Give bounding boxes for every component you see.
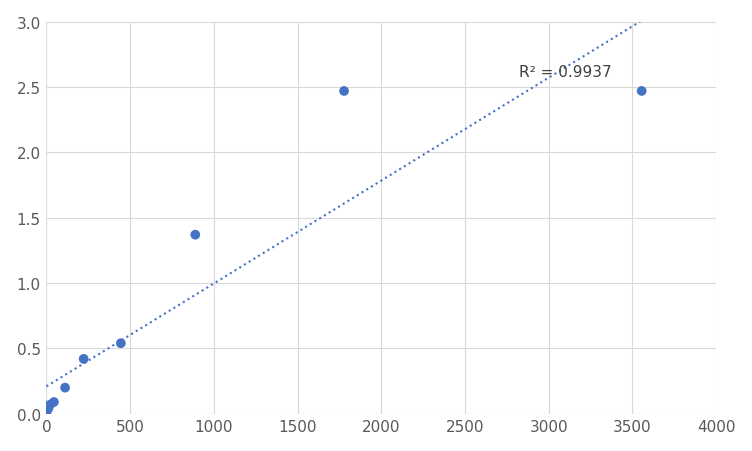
Point <box>635 88 647 95</box>
Text: R² = 0.9937: R² = 0.9937 <box>519 64 611 80</box>
Point <box>338 88 350 95</box>
Point <box>190 231 202 239</box>
Point <box>77 355 89 363</box>
Point <box>44 401 56 408</box>
Point <box>41 410 53 418</box>
Point <box>48 399 60 406</box>
Point <box>59 384 71 391</box>
Point <box>115 340 127 347</box>
Point <box>42 405 54 412</box>
